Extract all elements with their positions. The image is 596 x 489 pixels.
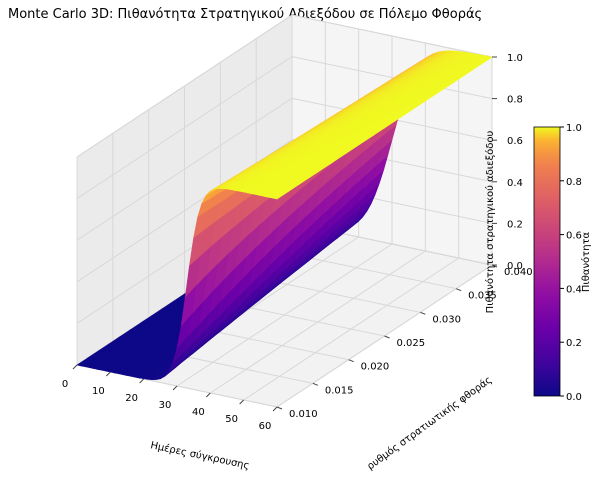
y-tick-mark: [312, 382, 319, 386]
grid-line: [76, 56, 293, 200]
y-tick-label: 0.030: [432, 314, 461, 325]
y-tick-label: 0.040: [504, 267, 533, 278]
y-tick-label: 0.025: [397, 338, 426, 349]
chart-title: Monte Carlo 3D: Πιθανότητα Στρατηγικού Α…: [8, 7, 482, 22]
y-axis-label: ρυθμός στρατιωτικής φθοράς: [365, 374, 494, 473]
x-axis-label: Ημέρες σύγκρουσης: [149, 439, 250, 472]
x-tick-label: 10: [92, 386, 105, 397]
y-tick-mark: [384, 335, 390, 339]
x-tick-label: 20: [125, 393, 138, 404]
x-tick-label: 60: [259, 421, 272, 432]
grid-line: [76, 97, 293, 241]
surface-patch: [272, 190, 289, 200]
surface-plot: [76, 50, 493, 381]
z-tick-label: 0.8: [507, 95, 523, 106]
y-tick-label: 0.015: [325, 385, 354, 396]
x-tick-mark: [105, 371, 111, 377]
z-tick-label: 0.2: [507, 219, 523, 230]
x-tick-mark: [272, 406, 278, 412]
colorbar: 0.0 0.2 0.4 0.6 0.8 1.0: [533, 123, 582, 403]
y-tick-label: 0.020: [361, 362, 390, 373]
z-tick-label: 0.4: [507, 178, 523, 189]
z-tick-label: 1.0: [507, 53, 523, 64]
x-tick-label: 50: [225, 414, 238, 425]
colorbar-label: Πιθανότητα: [580, 231, 592, 292]
colorbar-tick-label: 0.8: [566, 177, 582, 188]
y-tick-mark: [348, 359, 354, 363]
y-tick-label: 0.035: [468, 291, 497, 302]
grid-line: [291, 56, 493, 100]
y-tick-mark: [276, 406, 283, 410]
x-tick-label: 0: [62, 379, 68, 390]
colorbar-gradient: [533, 126, 561, 397]
x-tick-mark: [205, 392, 211, 398]
colorbar-tick-label: 0.0: [566, 392, 582, 403]
z-axis-label: Πιθανότητα στρατηγικού αδιεξόδου: [484, 130, 496, 313]
y-tick-mark: [455, 288, 462, 292]
x-tick-label: 30: [159, 400, 172, 411]
colorbar-tick-label: 1.0: [566, 123, 582, 134]
x-tick-mark: [139, 378, 145, 384]
x-tick-mark: [239, 399, 245, 405]
y-tick-mark: [420, 311, 426, 315]
colorbar-tick-label: 0.4: [566, 284, 582, 295]
grid-line: [76, 14, 293, 158]
grid-line: [291, 14, 493, 58]
x-tick-label: 40: [192, 407, 205, 418]
z-tick-label: 0.6: [507, 136, 523, 147]
colorbar-tick-label: 0.2: [566, 338, 582, 349]
x-tick-mark: [172, 385, 178, 391]
axis-ticks: 0 10 20 30 40 50 60 0.010 0.015 0.020 0.025 0.030 0.…: [62, 53, 533, 432]
y-tick-label: 0.010: [289, 409, 318, 420]
colorbar-tick-label: 0.6: [566, 231, 582, 242]
x-tick-mark: [72, 364, 78, 370]
z-tick-label: 0.0: [507, 261, 523, 272]
